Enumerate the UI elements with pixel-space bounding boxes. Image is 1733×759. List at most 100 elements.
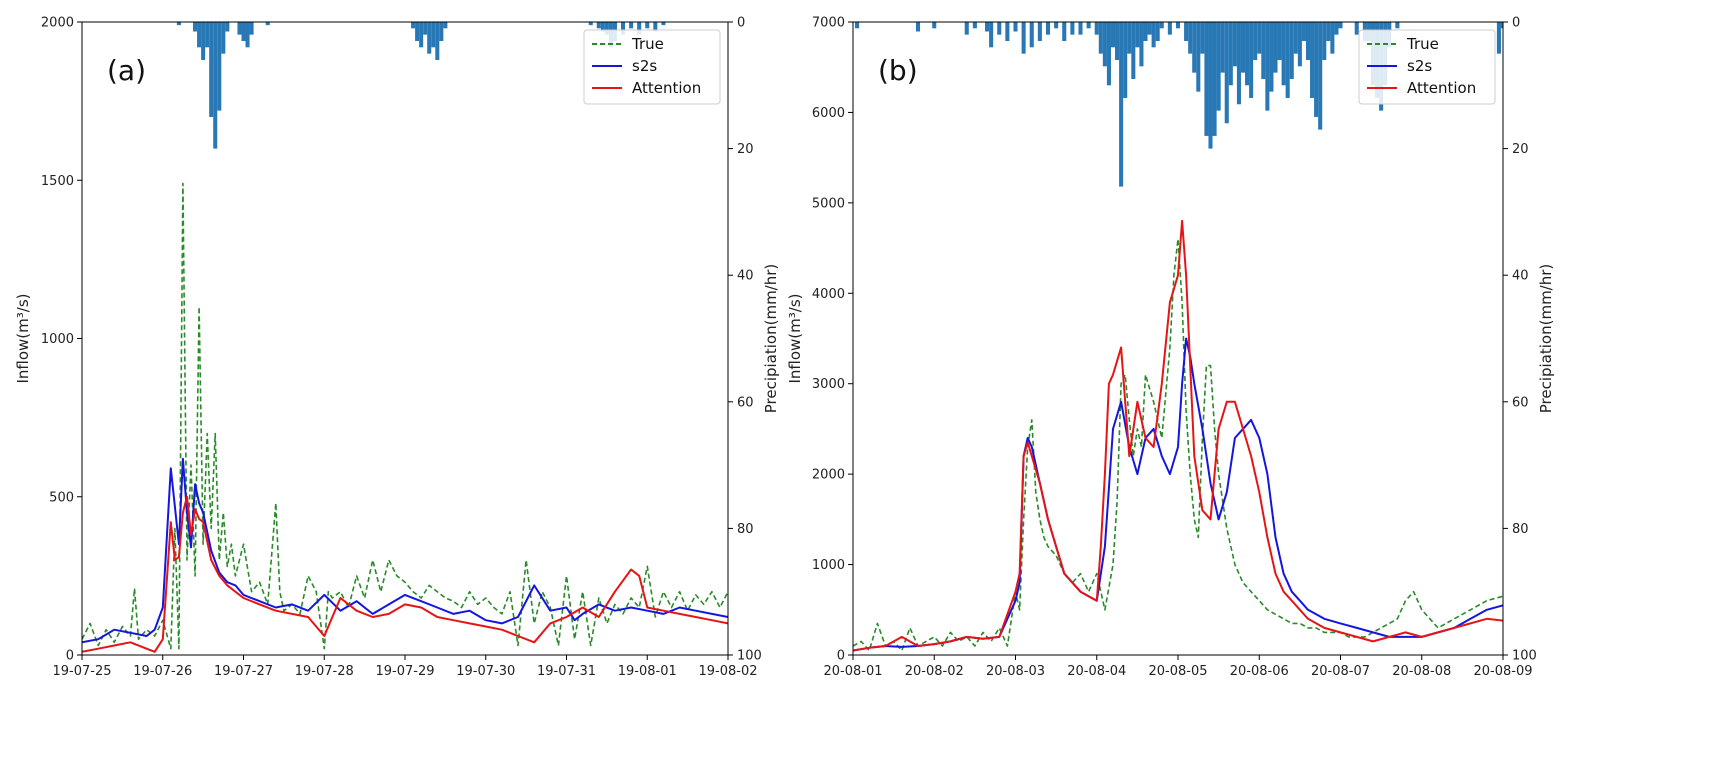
precip-bar: [1151, 22, 1156, 48]
precip-bar: [1285, 22, 1290, 98]
precip-bar: [1500, 22, 1503, 29]
x-tick-label: 20-08-03: [986, 664, 1045, 679]
series-line-attention: [82, 495, 728, 653]
x-tick-label: 19-07-30: [456, 664, 515, 679]
precip-bar: [1131, 22, 1136, 79]
precip-bar: [1269, 22, 1274, 92]
legend-label: Attention: [632, 79, 701, 97]
precip-bar: [1143, 22, 1148, 41]
x-tick-label: 20-08-09: [1473, 664, 1532, 679]
precip-bar: [1228, 22, 1233, 86]
y-tick-label: 0: [837, 649, 845, 664]
precip-bar: [1005, 22, 1010, 41]
precip-bar: [1045, 22, 1051, 35]
legend-box: [1358, 29, 1496, 105]
precip-bar: [1216, 22, 1221, 111]
precip-bar: [1224, 22, 1229, 124]
y-tick-label: 4000: [812, 287, 845, 302]
y2-tick-label: 100: [1512, 649, 1537, 664]
y2-tick-label: 40: [1512, 269, 1529, 284]
y-tick-label: 7000: [812, 16, 845, 31]
legend: True s2s Attention: [583, 29, 721, 105]
precip-bar: [1013, 22, 1018, 32]
panel-label: (a): [107, 54, 146, 87]
precip-bar: [1127, 22, 1132, 54]
y-tick-label: 5000: [812, 196, 845, 211]
legend-label: True: [1406, 35, 1439, 53]
precip-bar: [249, 22, 254, 35]
precip-bar: [419, 22, 424, 48]
precip-bar: [241, 22, 246, 41]
y-tick-label: 1000: [41, 332, 74, 347]
precip-bar: [1086, 22, 1091, 29]
precip-bar: [1135, 22, 1140, 48]
y-axis-title: Inflow(m³/s): [14, 293, 32, 383]
precip-bar: [201, 22, 206, 60]
precip-bar: [1301, 22, 1306, 41]
precip-bar: [193, 22, 198, 32]
precip-bar: [855, 22, 860, 29]
precip-bar: [588, 22, 593, 26]
precip-bar: [1139, 22, 1144, 67]
x-tick-label: 20-08-04: [1067, 664, 1126, 679]
precip-bar: [1200, 22, 1205, 54]
x-tick-label: 19-07-27: [214, 664, 273, 679]
precip-bar: [637, 22, 642, 35]
precip-bar: [1322, 22, 1327, 60]
precip-bar: [661, 22, 666, 26]
precip-bar: [1147, 22, 1152, 35]
precip-bar: [1273, 22, 1278, 73]
precip-bar: [621, 22, 626, 35]
x-tick-label: 19-08-02: [698, 664, 757, 679]
precip-bar: [1330, 22, 1335, 54]
precip-bar: [1293, 22, 1298, 54]
y2-axis-title: Precipiation(mm/hr): [762, 264, 780, 414]
precip-bar: [1192, 22, 1197, 73]
precip-bar: [1119, 22, 1124, 187]
chart-panel-a: 0 500 1000 1500 2000 0 20 40 60 80 100 19-07-25 19-0…: [14, 16, 780, 680]
precip-bar: [596, 22, 601, 29]
x-tick-label: 19-07-31: [537, 664, 596, 679]
legend-label: True: [631, 35, 664, 53]
precip-bar: [1395, 22, 1400, 29]
precip-bar: [1257, 22, 1262, 54]
precip-bar: [1184, 22, 1189, 41]
precip-bar: [1496, 22, 1501, 54]
precip-bar: [1106, 22, 1111, 86]
legend-label: s2s: [632, 57, 657, 75]
series-line-true: [82, 182, 728, 650]
precip-bar: [1123, 22, 1128, 98]
y2-tick-label: 100: [737, 649, 762, 664]
precip-bar: [443, 22, 448, 29]
precip-bar: [1102, 22, 1107, 67]
y-tick-label: 1500: [41, 174, 74, 189]
precip-bar: [1159, 22, 1164, 29]
precip-bar: [1212, 22, 1217, 136]
precip-bar: [1110, 22, 1116, 48]
x-tick-label: 19-07-29: [375, 664, 434, 679]
precip-bar: [1249, 22, 1254, 98]
precip-bar: [1334, 22, 1339, 35]
precip-bar: [629, 22, 634, 29]
precip-bar: [645, 22, 650, 29]
precip-bar: [1070, 22, 1075, 35]
precip-bar: [1078, 22, 1083, 35]
series-line-s2s: [853, 337, 1503, 652]
y-tick-label: 3000: [812, 377, 845, 392]
y-tick-label: 6000: [812, 106, 845, 121]
precip-bar: [415, 22, 420, 41]
y2-tick-label: 20: [737, 142, 754, 157]
y-tick-label: 2000: [812, 468, 845, 483]
series-lines: [853, 219, 1503, 652]
x-tick-label: 20-08-07: [1311, 664, 1370, 679]
x-tick-label: 19-08-01: [618, 664, 677, 679]
precip-bar: [964, 22, 969, 35]
precip-bar: [1297, 22, 1302, 67]
precip-bar: [604, 22, 609, 35]
precip-bar: [197, 22, 202, 48]
precip-bar: [1240, 22, 1246, 73]
precip-bar: [989, 22, 994, 48]
x-tick-label: 19-07-25: [52, 664, 111, 679]
series-lines: [82, 182, 728, 653]
